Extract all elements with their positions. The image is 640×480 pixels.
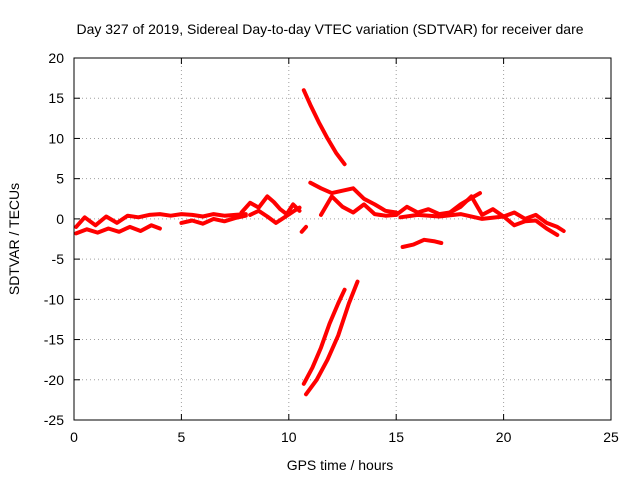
y-tick-label: -15 <box>44 332 64 348</box>
series-descending-arc <box>301 88 347 167</box>
y-tick-label: -25 <box>44 412 64 428</box>
x-axis-label: GPS time / hours <box>287 457 394 473</box>
data-series <box>74 88 566 397</box>
y-axis-label: SDTVAR / TECUs <box>6 183 22 295</box>
series-afternoon-dip <box>400 237 444 249</box>
series-noon-band <box>308 180 399 215</box>
series-baseline-band-c <box>179 213 248 226</box>
y-tick-label: -10 <box>44 291 64 307</box>
series-afternoon-band-low <box>398 212 560 237</box>
series-morning-hump <box>239 194 302 217</box>
series-baseline-band-b <box>74 223 162 236</box>
x-tick-label: 0 <box>70 429 78 445</box>
grid-lines <box>74 58 611 420</box>
x-tick-label: 20 <box>496 429 512 445</box>
axis-ticks: 0 5 10 15 20 25 -25 -20 -15 -10 -5 0 5 10 15 20 <box>44 50 619 445</box>
chart-title: Day 327 of 2019, Sidereal Day-to-day VTE… <box>76 21 583 37</box>
y-tick-label: 5 <box>56 171 64 187</box>
series-ascending-arc-a <box>301 287 347 386</box>
x-tick-label: 5 <box>178 429 186 445</box>
series-afternoon-spike <box>447 191 482 215</box>
series-afternoon-band <box>394 194 566 233</box>
series-small-dip <box>299 224 308 234</box>
y-tick-label: 15 <box>48 90 64 106</box>
x-tick-label: 10 <box>281 429 297 445</box>
x-tick-label: 15 <box>388 429 404 445</box>
series-ascending-arc-b <box>304 279 360 397</box>
plot-frame <box>73 57 612 421</box>
y-tick-label: 10 <box>48 130 64 146</box>
x-tick-label: 25 <box>603 429 619 445</box>
series-noon-band-low <box>319 194 399 218</box>
series-morning-hump-low <box>248 205 302 225</box>
y-tick-label: -20 <box>44 372 64 388</box>
y-tick-label: 20 <box>48 50 64 66</box>
series-baseline-band-a <box>74 212 248 229</box>
y-tick-label: -5 <box>52 251 65 267</box>
y-tick-label: 0 <box>56 211 64 227</box>
